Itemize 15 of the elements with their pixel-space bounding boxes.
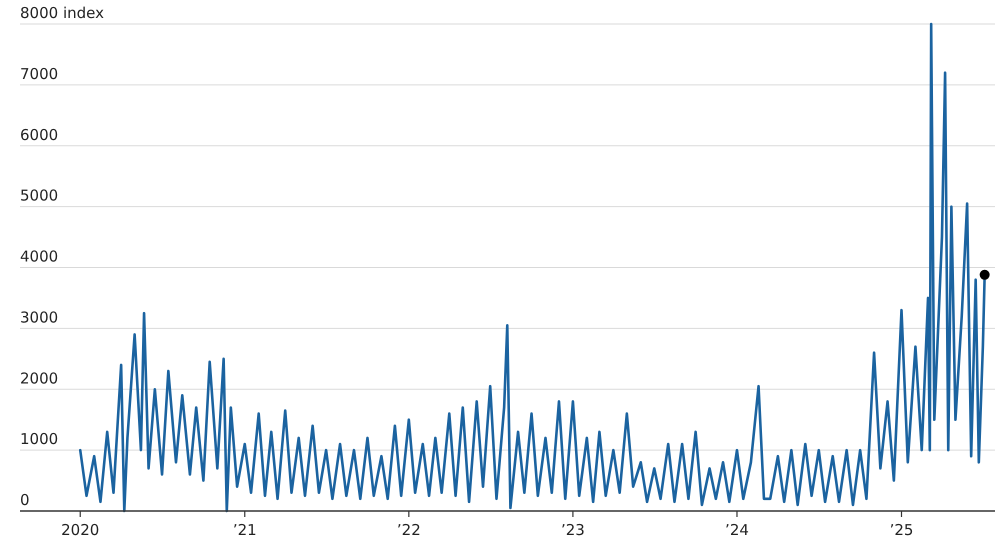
x-tick-label: ’23	[560, 521, 585, 539]
y-tick-label: 1000	[20, 430, 58, 448]
y-tick-label: 7000	[20, 64, 58, 83]
y-tick-label: 2000	[20, 369, 58, 388]
y-tick-label: 4000	[20, 248, 58, 266]
y-tick-label: 6000	[20, 126, 58, 144]
x-tick-label: 2020	[61, 521, 100, 539]
y-tick-label: 5000	[20, 186, 58, 205]
y-tick-label: 0	[20, 491, 30, 509]
y-tick-label: 8000 index	[20, 4, 104, 22]
x-tick-label: ’25	[890, 521, 914, 539]
y-tick-label: 3000	[20, 308, 58, 326]
x-tick-label: ’22	[396, 521, 421, 539]
x-tick-label: ’24	[725, 521, 749, 539]
x-tick-label: ’21	[232, 521, 257, 539]
